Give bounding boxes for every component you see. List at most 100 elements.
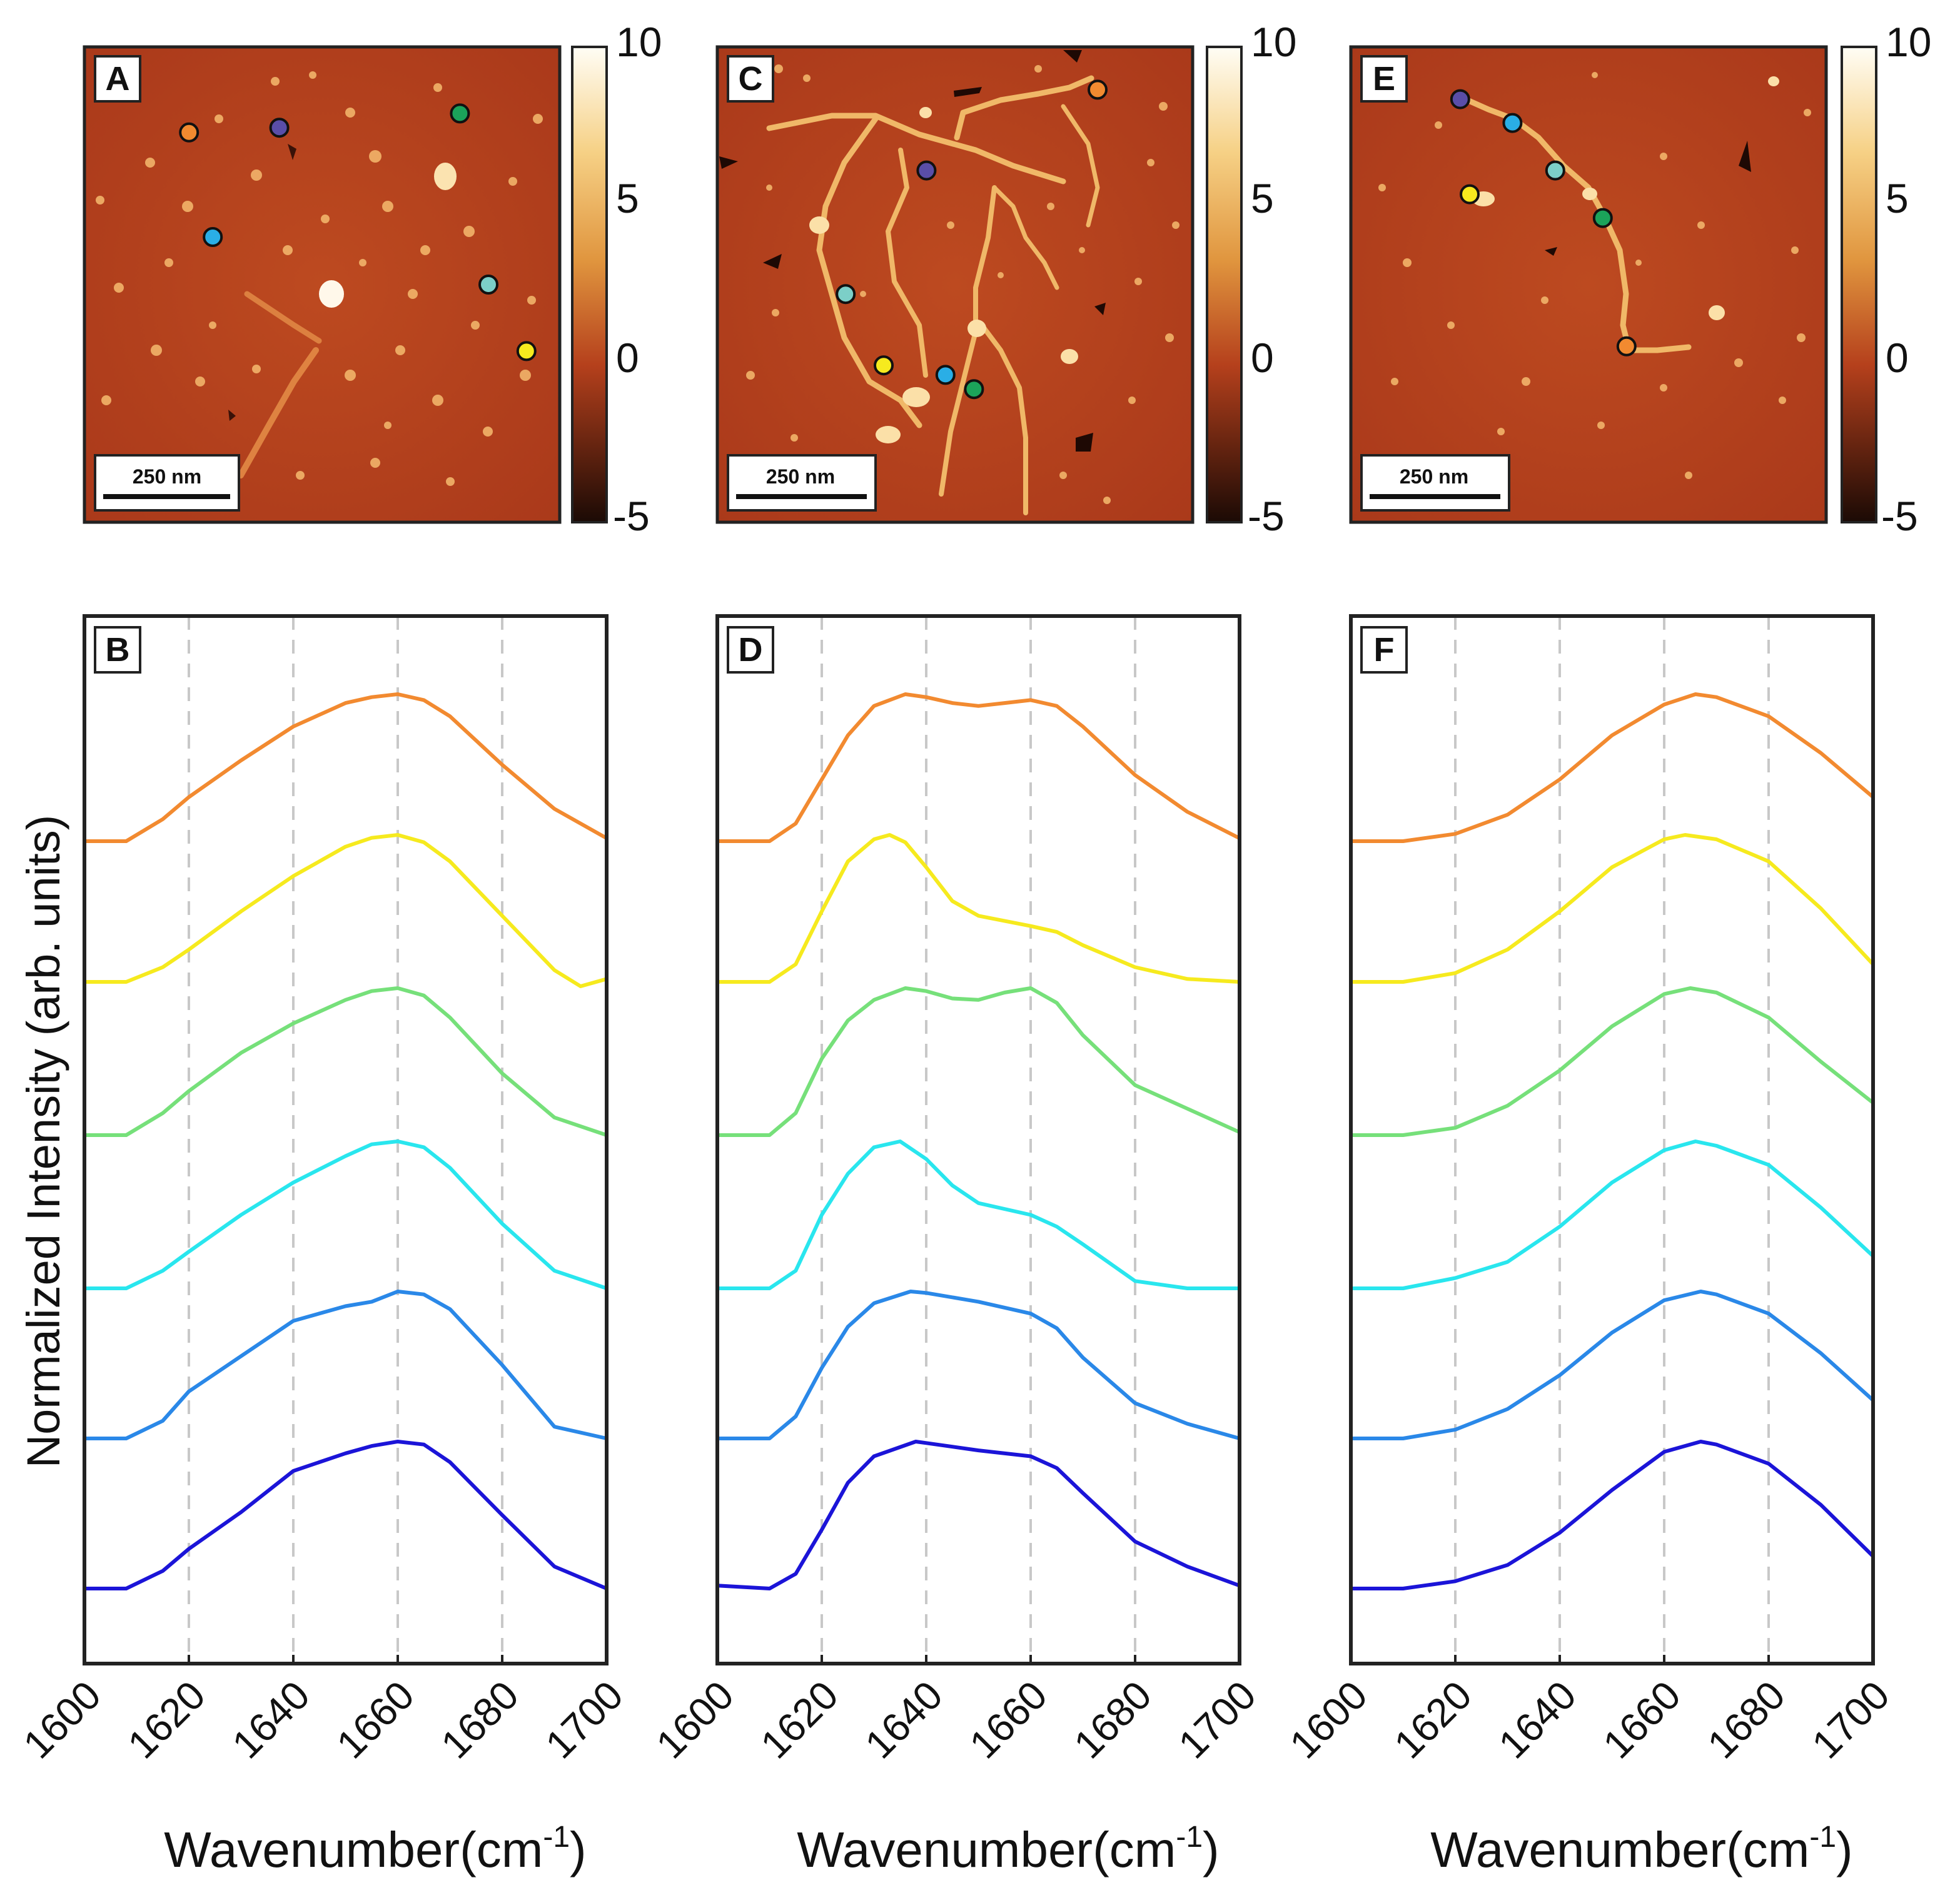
x-tick-label-d-1700: 1700 [1169,1672,1265,1767]
blobs-e [1472,76,1779,320]
series-line-b-1 [83,692,609,843]
colorbar-tick-c-0: 0 [1251,335,1274,381]
series-line-d-5 [715,1290,1241,1440]
particle-a-big2 [434,163,457,190]
panel-label-box-c [727,55,774,103]
panel-label-box-f [1360,626,1408,674]
series-line-f-2 [1349,833,1875,984]
panel-label-d: D [739,631,763,669]
afm-marker-e-3 [1545,160,1565,181]
dots-e [1378,72,1811,485]
fibril-c8 [1061,104,1100,228]
afm-marker-c-1 [1088,79,1108,100]
afm-marker-a-3 [450,103,470,124]
x-tick-label-b-1600: 1600 [14,1672,109,1767]
colorbar-c [1206,46,1243,523]
afm-marker-e-5 [1592,208,1613,228]
afm-image-c [715,45,1195,524]
x-tick-label-b-1640: 1640 [223,1672,318,1767]
x-tick-label-b-1660: 1660 [328,1672,423,1767]
fibril-c6 [979,323,1028,515]
plot-frame-b [83,614,609,1665]
colorbar-tick-a-5: 5 [616,175,639,221]
spectrum-panel-b: B 1600 1620 1640 1660 1680 1700 [14,614,632,1767]
panel-label-b: B [106,631,130,669]
x-tick-label-f-1620: 1620 [1385,1672,1480,1767]
afm-marker-a-6 [516,341,537,361]
pits-e [1545,141,1751,256]
series-line-d-2 [715,833,1241,984]
scale-bar-c [736,494,867,499]
afm-features-c [766,75,1100,515]
x-tick-label-d-1600: 1600 [647,1672,742,1767]
x-tick-label-f-1680: 1680 [1699,1672,1794,1767]
spectrum-panel-f: F 1600 1620 1640 1660 1680 1700 [1281,614,1898,1767]
x-tick-label-f-1640: 1640 [1490,1672,1585,1767]
scale-bar-box-c [727,454,877,512]
fibril-c7 [992,185,1059,290]
x-tick-label-b-1680: 1680 [432,1672,527,1767]
pits-c [719,50,1106,452]
spectrum-panel-d: D 1600 1620 1640 1660 1680 1700 [647,614,1265,1767]
series-line-f-6 [1349,1440,1875,1590]
series-line-f-5 [1349,1290,1875,1440]
afm-marker-c-5 [935,365,956,385]
fibril-c4 [886,148,928,378]
series-line-b-2 [83,833,609,988]
colorbar-tick-a-neg5: -5 [613,493,650,539]
series-line-d-6 [715,1440,1241,1590]
afm-marker-c-2 [916,160,937,181]
colorbar-tick-e-0: 0 [1886,335,1909,381]
panel-label-box-d [727,626,774,674]
x-tick-label-d-1680: 1680 [1065,1672,1160,1767]
x-tick-label-d-1660: 1660 [961,1672,1056,1767]
pit-a2 [228,410,236,421]
x-axis-label-d: Wavenumber(cm-1) [797,1821,1219,1877]
scale-bar-a [103,494,230,499]
afm-image-e [1349,45,1828,524]
afm-marker-a-2 [269,118,290,138]
panel-label-f: F [1374,631,1395,669]
x-tick-label-d-1620: 1620 [752,1672,847,1767]
series-line-f-1 [1349,692,1875,843]
x-tick-label-d-1640: 1640 [856,1672,951,1767]
x-tick-label-f-1600: 1600 [1281,1672,1376,1767]
series-line-b-5 [83,1290,609,1440]
fibril-c2 [766,113,1066,184]
scale-bar-label-c: 250 nm [766,465,835,488]
series-line-f-3 [1349,986,1875,1137]
panel-label-box-b [94,626,141,674]
scale-bar-label-e: 250 nm [1400,465,1468,488]
fibril-a2 [244,291,322,344]
afm-marker-c-6 [964,379,984,400]
fibril-c3 [816,116,922,428]
x-tick-label-b-1620: 1620 [119,1672,214,1767]
pit-a1 [288,144,296,160]
x-tick-label-f-1700: 1700 [1803,1672,1898,1767]
afm-marker-e-2 [1502,113,1523,133]
colorbar-tick-c-10: 10 [1251,19,1296,65]
dots-c [746,64,1180,504]
colorbar-a [571,46,608,523]
afm-marker-c-3 [836,284,856,305]
scale-bar-box-e [1360,454,1510,512]
fibril-a1 [238,347,319,478]
x-axis-label-b: Wavenumber(cm-1) [164,1821,586,1877]
series-line-b-6 [83,1440,609,1590]
afm-marker-a-4 [203,227,223,247]
plot-frame-f [1349,614,1875,1665]
afm-marker-a-1 [179,122,200,143]
afm-marker-e-6 [1616,336,1637,356]
series-line-b-4 [83,1139,609,1290]
markers-a [179,103,537,361]
afm-marker-e-4 [1460,184,1480,205]
afm-marker-c-4 [874,355,894,376]
panel-label-c: C [739,60,763,98]
x-axis-label-f: Wavenumber(cm-1) [1430,1821,1852,1877]
afm-panel-a: A 250 nm 10 5 0 -5 [83,19,662,539]
colorbar-tick-e-5: 5 [1886,175,1909,221]
scale-bar-box-a [94,454,240,512]
series-line-d-3 [715,986,1241,1137]
colorbar-tick-e-10: 10 [1886,19,1931,65]
